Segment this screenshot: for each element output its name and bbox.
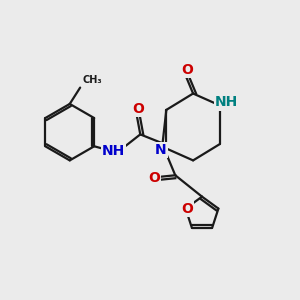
Text: O: O bbox=[132, 102, 144, 116]
Text: NH: NH bbox=[102, 144, 125, 158]
Text: N: N bbox=[155, 143, 167, 157]
Text: NH: NH bbox=[215, 95, 238, 110]
Text: O: O bbox=[181, 202, 193, 216]
Text: CH₃: CH₃ bbox=[82, 75, 102, 85]
Text: O: O bbox=[148, 171, 160, 185]
Text: O: O bbox=[181, 63, 193, 77]
